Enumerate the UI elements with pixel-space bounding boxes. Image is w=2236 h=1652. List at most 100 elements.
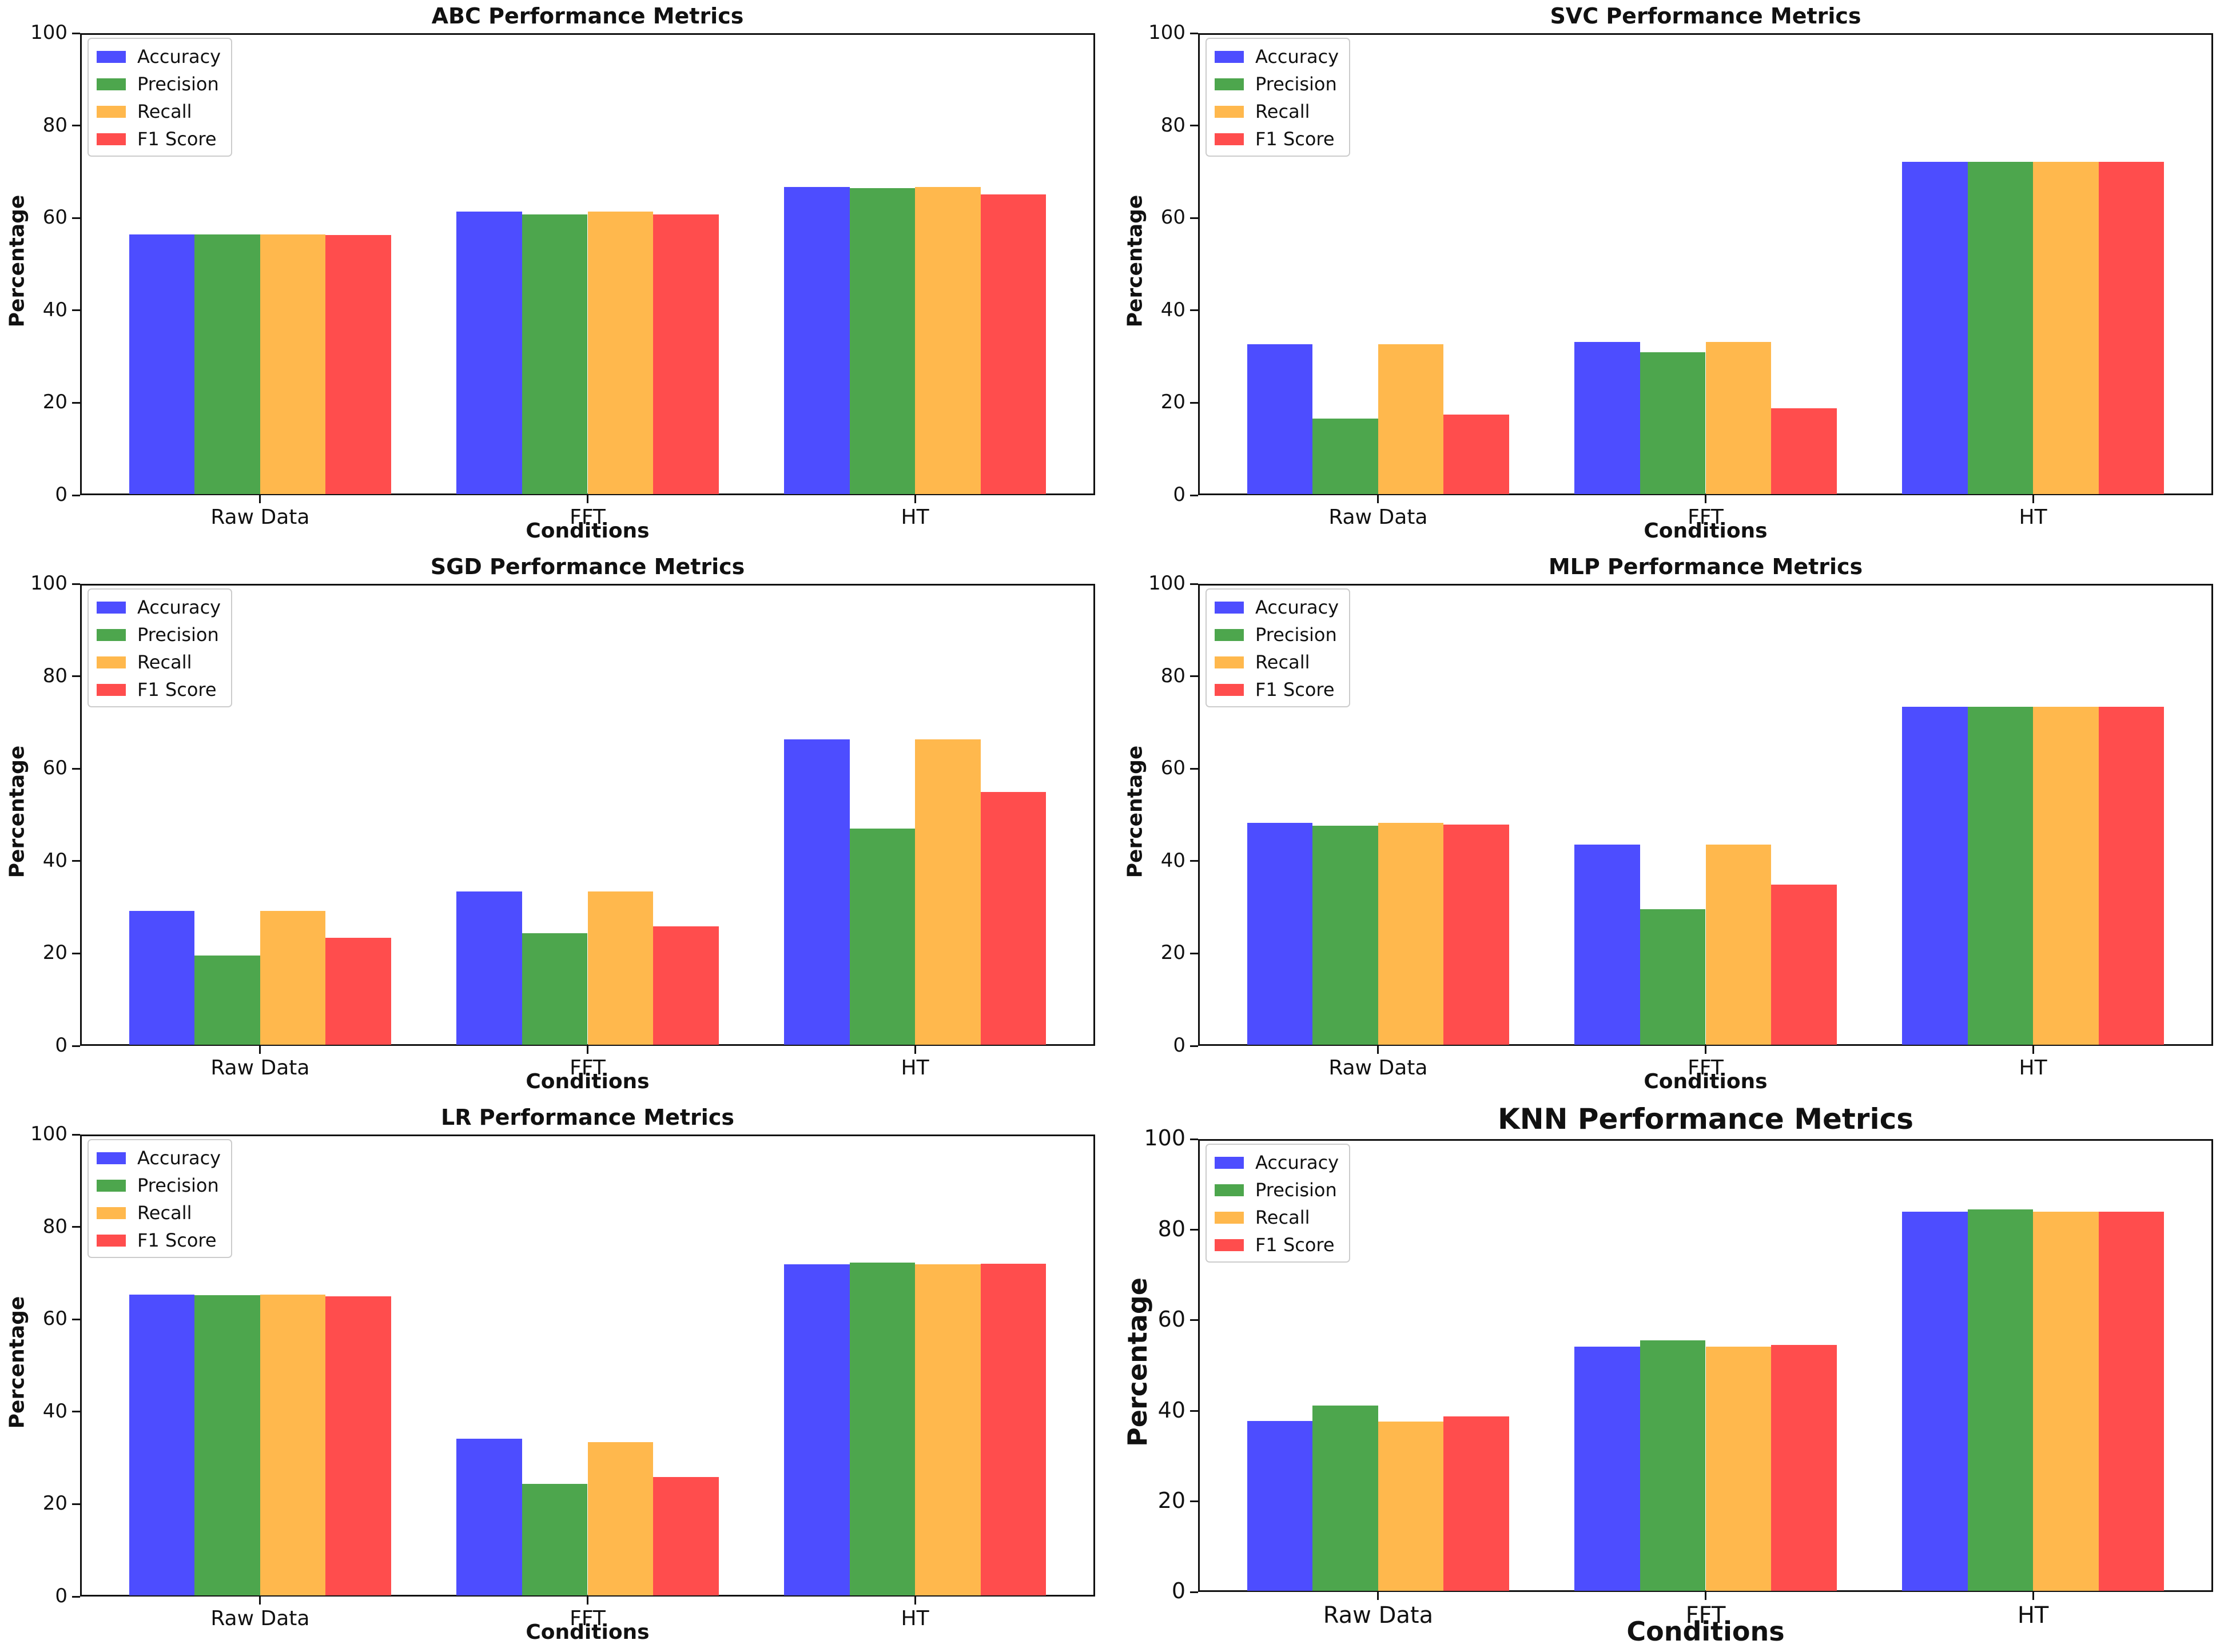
legend-swatch-icon: [1215, 1239, 1244, 1251]
legend-label: Accuracy: [1255, 1152, 1339, 1173]
legend-item-f1-score: F1 Score: [97, 679, 221, 700]
y-tick-mark: [72, 309, 80, 312]
y-tick-label: 80: [1157, 1216, 1185, 1241]
bar-recall-ht: [2033, 706, 2099, 1045]
bar-precision-ht: [1967, 1209, 2034, 1591]
legend-swatch-icon: [1215, 1156, 1244, 1169]
y-tick-mark: [72, 1133, 80, 1136]
y-tick-mark: [1190, 1045, 1198, 1047]
y-tick-mark: [72, 1411, 80, 1413]
x-tick-label: Raw Data: [1328, 1056, 1428, 1080]
x-tick-mark: [259, 1046, 261, 1054]
legend-label: Accuracy: [137, 596, 221, 618]
y-tick-label: 0: [55, 1033, 67, 1057]
bar-f1-score-raw-data: [1443, 415, 1509, 495]
legend-item-accuracy: Accuracy: [1215, 46, 1339, 67]
bar-recall-raw-data: [260, 911, 326, 1045]
legend-item-accuracy: Accuracy: [97, 46, 221, 67]
bar-precision-fft: [1640, 909, 1706, 1045]
legend-swatch-icon: [97, 78, 126, 90]
y-tick-label: 60: [1157, 1307, 1185, 1332]
y-tick-mark: [72, 494, 80, 496]
bar-precision-ht: [849, 188, 916, 495]
y-tick-label: 60: [42, 1307, 67, 1331]
legend-item-recall: Recall: [1215, 1207, 1339, 1228]
y-tick-label: 20: [42, 941, 67, 965]
bar-f1-score-fft: [1771, 1345, 1837, 1591]
legend-item-precision: Precision: [97, 73, 221, 95]
x-tick-mark: [1705, 1046, 1706, 1054]
chart-title: KNN Performance Metrics: [1498, 1102, 1913, 1136]
bar-recall-raw-data: [1378, 822, 1444, 1045]
x-tick-mark: [587, 495, 588, 503]
legend-item-f1-score: F1 Score: [1215, 128, 1339, 150]
y-axis-label: Percentage: [5, 745, 29, 878]
bar-f1-score-ht: [2098, 162, 2165, 495]
legend-label: F1 Score: [1255, 679, 1335, 700]
bar-accuracy-raw-data: [129, 911, 195, 1045]
legend-swatch-icon: [1215, 601, 1244, 614]
y-tick-label: 80: [42, 113, 67, 137]
bar-accuracy-ht: [1902, 1211, 1968, 1591]
y-tick-mark: [72, 1045, 80, 1047]
bar-accuracy-fft: [1574, 844, 1640, 1045]
bar-accuracy-fft: [1574, 341, 1640, 495]
bar-accuracy-ht: [784, 739, 850, 1045]
legend-swatch-icon: [97, 683, 126, 696]
bar-recall-fft: [587, 891, 654, 1045]
y-tick-label: 40: [42, 849, 67, 872]
legend-label: Recall: [1255, 101, 1310, 122]
bar-f1-score-raw-data: [325, 937, 391, 1045]
y-tick-label: 20: [1160, 391, 1185, 414]
x-axis-label: Conditions: [526, 1621, 650, 1644]
legend-swatch-icon: [1215, 683, 1244, 696]
legend-label: Precision: [1255, 1179, 1337, 1201]
y-tick-label: 20: [42, 1492, 67, 1515]
legend: Accuracy Precision Recall F1 Score: [87, 38, 233, 157]
y-tick-label: 20: [1160, 941, 1185, 965]
y-tick-mark: [1190, 1591, 1198, 1593]
y-tick-mark: [1190, 32, 1198, 34]
y-tick-label: 60: [42, 757, 67, 780]
bar-recall-fft: [1705, 1346, 1772, 1591]
legend-label: Accuracy: [1255, 46, 1339, 67]
bar-precision-raw-data: [194, 234, 260, 495]
y-tick-label: 40: [1160, 849, 1185, 872]
y-tick-mark: [1190, 217, 1198, 219]
legend-label: Recall: [1255, 651, 1310, 673]
y-tick-label: 60: [42, 206, 67, 229]
legend-item-recall: Recall: [97, 651, 221, 673]
bar-f1-score-raw-data: [325, 1296, 391, 1596]
bar-precision-raw-data: [1312, 826, 1378, 1045]
x-tick-label: FFT: [1688, 1056, 1724, 1080]
legend-label: Recall: [1255, 1207, 1310, 1228]
bar-f1-score-fft: [1771, 408, 1837, 495]
bar-f1-score-ht: [2098, 706, 2165, 1045]
x-tick-label: FFT: [570, 1607, 606, 1630]
y-tick-mark: [72, 860, 80, 862]
y-tick-label: 20: [1157, 1488, 1185, 1514]
bar-recall-ht: [2033, 162, 2099, 495]
x-tick-label: Raw Data: [210, 505, 310, 529]
x-tick-mark: [2032, 1592, 2034, 1600]
bar-recall-fft: [587, 1442, 654, 1596]
bar-accuracy-raw-data: [1247, 822, 1313, 1045]
legend-label: Accuracy: [137, 1147, 221, 1169]
legend-item-f1-score: F1 Score: [1215, 679, 1339, 700]
legend-label: Recall: [137, 101, 192, 122]
legend-label: F1 Score: [137, 1229, 217, 1251]
legend-item-f1-score: F1 Score: [97, 1229, 221, 1251]
x-tick-mark: [1377, 1592, 1379, 1600]
y-tick-mark: [72, 401, 80, 404]
y-tick-mark: [1190, 767, 1198, 770]
legend-item-accuracy: Accuracy: [1215, 1152, 1339, 1173]
bar-precision-fft: [522, 214, 588, 495]
legend-label: Precision: [137, 624, 219, 646]
x-tick-mark: [2032, 495, 2034, 503]
y-tick-mark: [72, 952, 80, 954]
y-tick-mark: [1190, 583, 1198, 585]
legend-label: F1 Score: [1255, 128, 1335, 150]
legend: Accuracy Precision Recall F1 Score: [1205, 38, 1351, 157]
legend-item-accuracy: Accuracy: [1215, 596, 1339, 618]
y-tick-mark: [72, 675, 80, 678]
